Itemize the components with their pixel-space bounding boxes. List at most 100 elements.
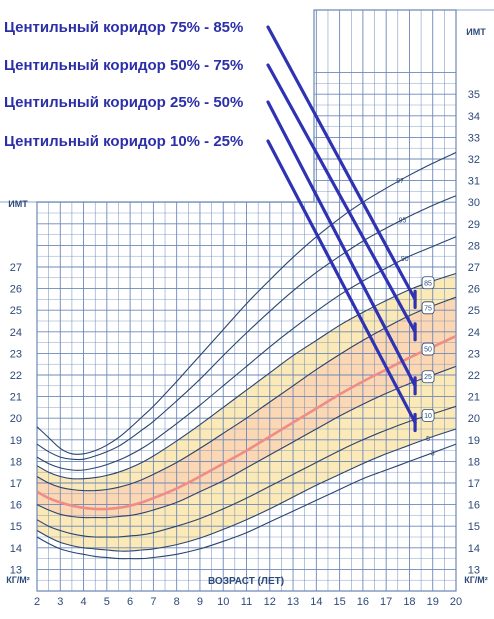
x-tick-label: 13: [287, 596, 299, 608]
x-tick-label: 14: [310, 596, 322, 608]
y-left-tick-label: 18: [10, 456, 22, 468]
y-right-tick-label: 30: [468, 197, 480, 209]
chart-curves: [36, 152, 457, 560]
chart-grid: [0, 9, 494, 592]
y-right-tick-label: 34: [468, 111, 480, 123]
x-tick-label: 20: [450, 596, 462, 608]
percentile-label-3: 3: [431, 450, 435, 457]
y-right-tick-label: 13: [468, 564, 480, 576]
y-right-tick-label: 17: [468, 478, 480, 490]
x-tick-label: 19: [427, 596, 439, 608]
curve-p75: [36, 296, 457, 492]
y-right-tick-label: 16: [468, 500, 480, 512]
x-tick-label: 5: [104, 596, 110, 608]
y-right-tick-label: 18: [468, 456, 480, 468]
percentile-box-10: [421, 408, 435, 422]
y-right-tick-label: 29: [468, 219, 480, 231]
y-left-tick-label: 16: [10, 500, 22, 512]
y-left-tick-label: 19: [10, 435, 22, 447]
x-tick-label: 11: [241, 596, 252, 608]
x-tick-label: 18: [403, 596, 415, 608]
y-right-tick-label: 24: [468, 327, 480, 339]
y-right-tick-label: 14: [468, 543, 480, 555]
percentile-label-95: 95: [399, 217, 407, 224]
percentile-box-25: [421, 370, 435, 384]
y-left-tick-label: 17: [10, 478, 22, 490]
y-right-tick-label: 28: [468, 240, 480, 252]
x-tick-label: 17: [380, 596, 392, 608]
percentile-label-97: 97: [396, 178, 404, 185]
x-tick-label: 16: [357, 596, 369, 608]
y-right-tick-label: 15: [468, 521, 480, 533]
annotation-label: Центильный коридор 10% - 25%: [4, 133, 243, 150]
y-right-tick-label: 27: [468, 262, 480, 274]
chart-annotations: Центильный коридор 75% - 85% Центильный к…: [4, 19, 417, 433]
annotation-arrow: [266, 25, 417, 301]
annotation-arrow: [266, 100, 417, 388]
y-left-title: ИМТ: [8, 199, 28, 209]
y-left-tick-label: 15: [10, 521, 22, 533]
y-right-tick-label: 20: [468, 413, 480, 425]
curve-p3: [36, 443, 457, 560]
y-left-tick-label: 22: [10, 370, 22, 382]
x-axis-title: ВОЗРАСТ (ЛЕТ): [208, 576, 284, 587]
percentile-label-5: 5: [426, 436, 430, 443]
y-left-tick-label: 13: [10, 564, 22, 576]
y-right-tick-label: 19: [468, 435, 480, 447]
y-right-tick-label: 33: [468, 132, 480, 144]
percentile-label-90: 90: [401, 256, 409, 263]
y-right-tick-label: 23: [468, 348, 480, 360]
y-right-tick-label: 26: [468, 284, 480, 296]
y-right-unit: КГ/М²: [464, 575, 488, 585]
x-tick-label: 12: [264, 596, 276, 608]
y-right-title: ИМТ: [466, 27, 486, 37]
percentile-box-50: [421, 342, 435, 356]
curve-p97: [36, 152, 457, 455]
curve-p25: [36, 365, 457, 519]
y-left-tick-label: 20: [10, 413, 22, 425]
percentile-label-50: 50: [424, 347, 432, 354]
curve-p5: [36, 428, 457, 552]
y-left-tick-label: 23: [10, 348, 22, 360]
chart-axis-labels: 2 3 4 5 6 7 8 9 10 11 12 13 14 15 16 17 18 19 201314151617…: [6, 27, 488, 608]
annotation-label: Центильный коридор 75% - 85%: [4, 19, 243, 36]
y-right-tick-label: 32: [468, 154, 480, 166]
percentile-box-75: [421, 301, 435, 315]
y-right-tick-label: 25: [468, 305, 480, 317]
annotation-label: Центильный коридор 50% - 75%: [4, 57, 243, 74]
x-tick-label: 2: [34, 596, 40, 608]
curve-p85: [36, 272, 457, 480]
x-tick-label: 10: [217, 596, 229, 608]
y-left-tick-label: 21: [10, 392, 22, 404]
y-left-tick-label: 26: [10, 284, 22, 296]
y-right-tick-label: 35: [468, 89, 480, 101]
y-left-tick-label: 14: [10, 543, 22, 555]
percentile-box-85: [421, 276, 435, 290]
x-tick-label: 4: [80, 596, 86, 608]
x-tick-label: 3: [57, 596, 63, 608]
y-right-tick-label: 21: [468, 392, 480, 404]
y-right-tick-label: 31: [468, 176, 480, 188]
y-left-tick-label: 27: [10, 262, 22, 274]
percentile-label-85: 85: [424, 280, 432, 287]
percentile-label-75: 75: [424, 305, 432, 312]
y-left-tick-label: 24: [10, 327, 22, 339]
percentile-label-10: 10: [424, 413, 432, 420]
curve-p90: [36, 236, 457, 471]
x-tick-label: 6: [127, 596, 133, 608]
curve-p50: [36, 334, 457, 511]
curve-p10: [36, 405, 457, 538]
x-tick-label: 15: [333, 596, 345, 608]
y-right-tick-label: 22: [468, 370, 480, 382]
y-left-unit: КГ/М²: [6, 575, 30, 585]
annotation-label: Центильный коридор 25% - 50%: [4, 94, 243, 111]
chart-percentile-labels: 35 10 25 50 75 85 90 95 97: [396, 178, 435, 457]
percentile-label-25: 25: [424, 374, 432, 381]
y-left-tick-label: 25: [10, 305, 22, 317]
annotation-arrow: [266, 63, 417, 334]
x-tick-label: 9: [197, 596, 203, 608]
annotation-arrow: [266, 139, 417, 425]
x-tick-label: 8: [174, 596, 180, 608]
x-tick-label: 7: [150, 596, 156, 608]
